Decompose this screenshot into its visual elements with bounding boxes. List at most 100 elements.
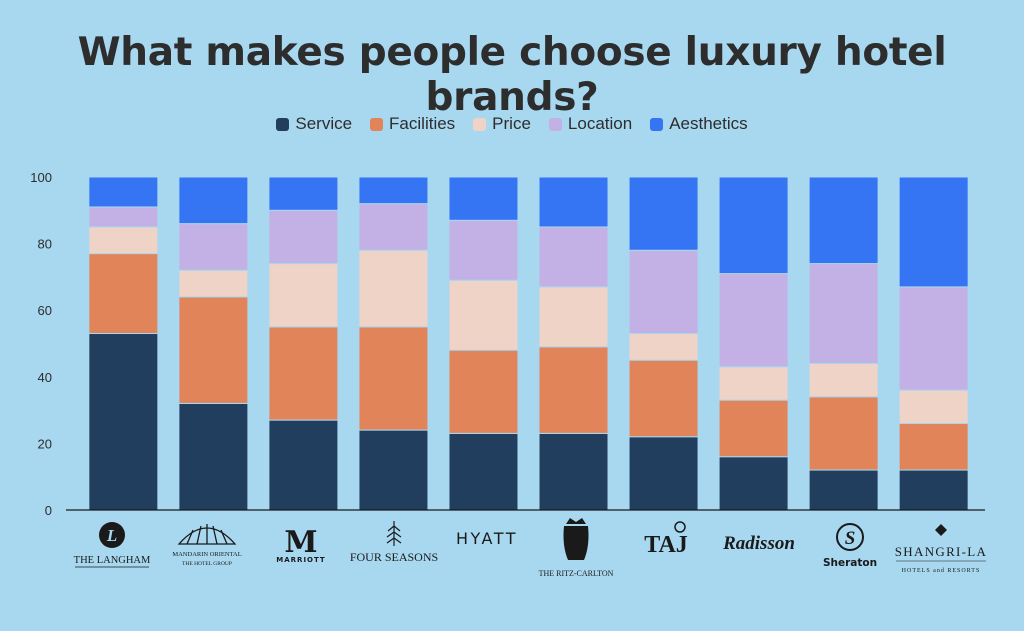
- bar-segment-facilities: [538, 346, 609, 434]
- ritz-wordmark: THE RITZ-CARLTON: [539, 569, 614, 578]
- legend-swatch: [276, 117, 290, 131]
- bars: [88, 176, 969, 511]
- bar-segment-service: [538, 432, 609, 511]
- legend-item-aesthetics: Aesthetics: [650, 114, 748, 134]
- bar-segment-facilities: [88, 253, 159, 335]
- bar-segment-aesthetics: [268, 176, 339, 211]
- bar-segment-facilities: [898, 422, 969, 471]
- langham-emblem-icon: [99, 522, 125, 548]
- mandarin-subline: THE HOTEL GROUP: [182, 561, 232, 567]
- brand-logo-ritz-carlton: THE RITZ-CARLTON: [539, 518, 614, 578]
- legend-swatch: [370, 117, 384, 131]
- bar-segment-price: [178, 269, 249, 298]
- bar-segment-service: [178, 402, 249, 511]
- legend-label: Location: [567, 114, 633, 133]
- brand-logo-shangri-la: SHANGRI-LA HOTELS and RESORTS: [895, 524, 987, 574]
- bar-segment-price: [718, 366, 789, 401]
- bar-segment-location: [718, 273, 789, 368]
- bar-segment-facilities: [628, 359, 699, 438]
- bar-segment-aesthetics: [718, 176, 789, 275]
- legend-label: Facilities: [389, 114, 456, 133]
- bar-segment-facilities: [358, 326, 429, 431]
- y-tick-label: 60: [38, 303, 52, 318]
- bar-segment-price: [538, 286, 609, 348]
- bar-segment-aesthetics: [178, 176, 249, 225]
- legend-label: Aesthetics: [669, 114, 748, 133]
- bar-segment-aesthetics: [538, 176, 609, 228]
- legend-item-price: Price: [473, 114, 531, 134]
- bar-segment-location: [268, 209, 339, 265]
- bar-segment-facilities: [268, 326, 339, 421]
- brand-logo-mandarin-oriental: MANDARIN ORIENTAL THE HOTEL GROUP: [172, 524, 242, 567]
- bar-segment-service: [718, 456, 789, 511]
- bar-segment-service: [808, 469, 879, 511]
- langham-mark: L: [106, 526, 117, 545]
- brand-logo-taj: TAJ: [644, 521, 688, 558]
- sheraton-emblem-icon: [836, 523, 864, 551]
- bar-segment-location: [448, 219, 519, 281]
- shangri-la-wordmark: SHANGRI-LA: [895, 544, 987, 559]
- bar-segment-service: [898, 469, 969, 511]
- shangri-la-subline: HOTELS and RESORTS: [902, 568, 981, 574]
- legend-swatch: [650, 117, 664, 131]
- chart-title: What makes people choose luxury hotel br…: [77, 30, 947, 120]
- brand-logo-langham: L THE LANGHAM: [74, 522, 151, 568]
- bar-segment-aesthetics: [898, 176, 969, 288]
- legend-item-location: Location: [548, 114, 633, 134]
- bar-segment-price: [628, 333, 699, 361]
- legend-swatch: [473, 117, 487, 131]
- bar-segment-location: [178, 223, 249, 271]
- bar-segment-service: [628, 436, 699, 511]
- legend-item-service: Service: [276, 114, 352, 134]
- y-tick-label: 20: [38, 436, 52, 451]
- bar-segment-location: [538, 226, 609, 288]
- brand-logo-hyatt: HYATT: [456, 529, 516, 548]
- y-axis: 0 20 40 60 80 100: [30, 170, 52, 518]
- bar-segment-price: [898, 389, 969, 424]
- bar-segment-location: [808, 263, 879, 364]
- bar-segment-location: [88, 206, 159, 228]
- y-tick-label: 40: [38, 370, 52, 385]
- marriott-mark-icon: M: [284, 525, 317, 560]
- bar-segment-price: [88, 226, 159, 255]
- shangri-la-emblem-icon: [935, 524, 947, 536]
- marriott-wordmark: MARRIOTT: [276, 556, 325, 564]
- sheraton-mark: S: [845, 528, 856, 549]
- brand-logo-marriott: M MARRIOTT: [276, 525, 325, 564]
- bar-segment-aesthetics: [448, 176, 519, 221]
- bar-segment-aesthetics: [88, 176, 159, 208]
- radisson-wordmark: Radisson: [722, 533, 795, 554]
- taj-wordmark: TAJ: [644, 532, 688, 558]
- bar-segment-price: [448, 279, 519, 351]
- bar-segment-facilities: [808, 396, 879, 471]
- legend-swatch: [548, 117, 562, 131]
- bar-segment-facilities: [178, 296, 249, 404]
- legend-label: Price: [492, 114, 531, 133]
- bar-segment-location: [628, 249, 699, 335]
- bar-segment-service: [448, 432, 519, 511]
- bar-segment-price: [358, 249, 429, 328]
- bar-segment-service: [88, 333, 159, 511]
- brand-logo-four-seasons: FOUR SEASONS: [350, 521, 438, 564]
- legend-item-facilities: Facilities: [370, 114, 455, 134]
- bar-segment-service: [358, 429, 429, 511]
- bar-segment-price: [268, 263, 339, 328]
- bar-segment-facilities: [448, 349, 519, 434]
- langham-wordmark: THE LANGHAM: [74, 555, 151, 566]
- sheraton-wordmark: Sheraton: [823, 557, 877, 569]
- legend-label: Service: [295, 114, 353, 133]
- bar-segment-aesthetics: [358, 176, 429, 205]
- brand-logo-radisson: Radisson: [722, 533, 795, 554]
- tree-icon: [386, 521, 402, 546]
- bar-segment-aesthetics: [808, 176, 879, 265]
- bar-segment-service: [268, 419, 339, 511]
- lion-crown-icon: [563, 518, 589, 560]
- y-tick-label: 80: [38, 237, 52, 252]
- bar-segment-aesthetics: [628, 176, 699, 251]
- bar-segment-facilities: [718, 399, 789, 458]
- bar-segment-price: [808, 362, 879, 398]
- y-tick-label: 100: [30, 170, 52, 185]
- bar-segment-location: [358, 203, 429, 251]
- legend: Service Facilities Price Location Aesthetics: [0, 114, 1024, 134]
